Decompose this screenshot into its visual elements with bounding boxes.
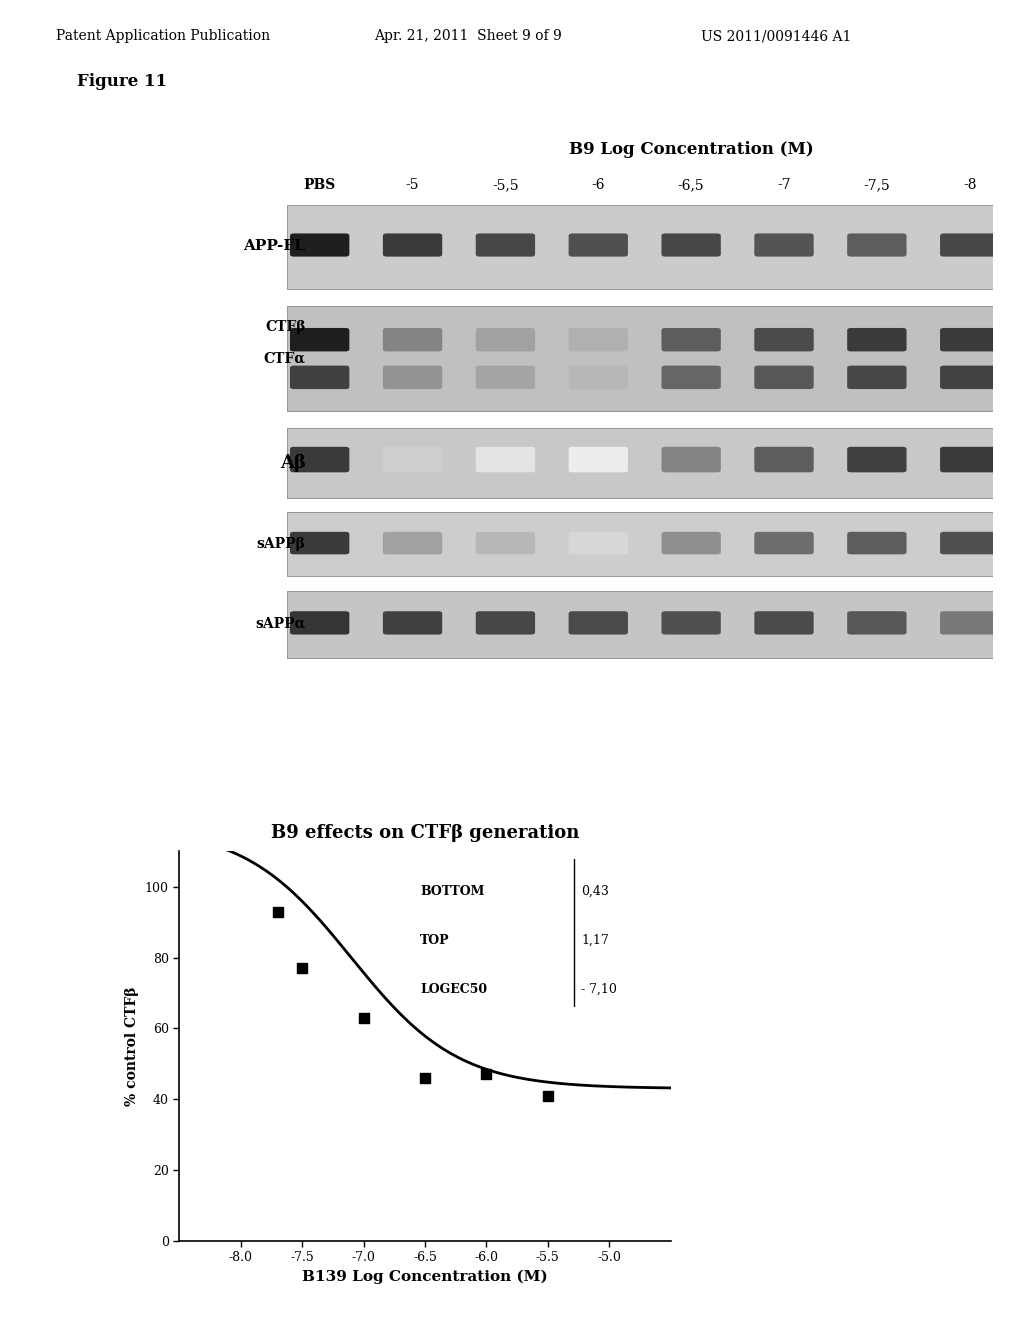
FancyBboxPatch shape xyxy=(568,532,628,554)
Bar xyxy=(287,428,1002,498)
Text: APP-FL: APP-FL xyxy=(244,239,305,253)
FancyBboxPatch shape xyxy=(476,532,536,554)
FancyBboxPatch shape xyxy=(662,532,721,554)
FancyBboxPatch shape xyxy=(383,327,442,351)
Point xyxy=(294,958,310,979)
Text: -8: -8 xyxy=(963,178,977,193)
Text: US 2011/0091446 A1: US 2011/0091446 A1 xyxy=(701,29,852,44)
FancyBboxPatch shape xyxy=(568,446,628,473)
FancyBboxPatch shape xyxy=(383,532,442,554)
FancyBboxPatch shape xyxy=(847,366,906,389)
FancyBboxPatch shape xyxy=(662,327,721,351)
Point xyxy=(417,1068,433,1089)
Text: -5: -5 xyxy=(406,178,419,193)
FancyBboxPatch shape xyxy=(940,611,999,635)
FancyBboxPatch shape xyxy=(476,234,536,256)
Text: PBS: PBS xyxy=(303,178,336,193)
Bar xyxy=(287,306,1002,411)
Text: CTFα: CTFα xyxy=(263,351,305,366)
Point xyxy=(540,1085,556,1106)
Title: B9 effects on CTFβ generation: B9 effects on CTFβ generation xyxy=(270,824,580,842)
FancyBboxPatch shape xyxy=(383,611,442,635)
FancyBboxPatch shape xyxy=(755,366,814,389)
FancyBboxPatch shape xyxy=(568,327,628,351)
Text: Figure 11: Figure 11 xyxy=(77,73,167,90)
Text: Aβ: Aβ xyxy=(280,454,305,473)
FancyBboxPatch shape xyxy=(383,366,442,389)
Text: Apr. 21, 2011  Sheet 9 of 9: Apr. 21, 2011 Sheet 9 of 9 xyxy=(374,29,561,44)
FancyBboxPatch shape xyxy=(662,366,721,389)
FancyBboxPatch shape xyxy=(940,366,999,389)
FancyBboxPatch shape xyxy=(940,327,999,351)
Text: sAPPα: sAPPα xyxy=(255,616,305,631)
FancyBboxPatch shape xyxy=(662,234,721,256)
Text: -5,5: -5,5 xyxy=(493,178,519,193)
FancyBboxPatch shape xyxy=(847,611,906,635)
X-axis label: B139 Log Concentration (M): B139 Log Concentration (M) xyxy=(302,1270,548,1284)
Text: -6,5: -6,5 xyxy=(678,178,705,193)
Text: Patent Application Publication: Patent Application Publication xyxy=(56,29,270,44)
Point xyxy=(355,1007,372,1028)
Text: sAPPβ: sAPPβ xyxy=(257,537,305,552)
FancyBboxPatch shape xyxy=(847,446,906,473)
FancyBboxPatch shape xyxy=(568,611,628,635)
Text: -7: -7 xyxy=(777,178,791,193)
Bar xyxy=(287,591,1002,657)
FancyBboxPatch shape xyxy=(290,327,349,351)
FancyBboxPatch shape xyxy=(755,446,814,473)
FancyBboxPatch shape xyxy=(847,234,906,256)
Bar xyxy=(287,512,1002,577)
Y-axis label: % control CTFβ: % control CTFβ xyxy=(125,986,139,1106)
FancyBboxPatch shape xyxy=(290,366,349,389)
FancyBboxPatch shape xyxy=(568,234,628,256)
FancyBboxPatch shape xyxy=(662,611,721,635)
FancyBboxPatch shape xyxy=(290,446,349,473)
FancyBboxPatch shape xyxy=(755,327,814,351)
Bar xyxy=(287,205,1002,289)
FancyBboxPatch shape xyxy=(662,446,721,473)
Point xyxy=(478,1064,495,1085)
FancyBboxPatch shape xyxy=(568,366,628,389)
FancyBboxPatch shape xyxy=(290,532,349,554)
FancyBboxPatch shape xyxy=(290,234,349,256)
Text: -6: -6 xyxy=(592,178,605,193)
FancyBboxPatch shape xyxy=(290,611,349,635)
FancyBboxPatch shape xyxy=(755,234,814,256)
FancyBboxPatch shape xyxy=(940,532,999,554)
Text: -7,5: -7,5 xyxy=(863,178,890,193)
FancyBboxPatch shape xyxy=(476,366,536,389)
FancyBboxPatch shape xyxy=(383,234,442,256)
FancyBboxPatch shape xyxy=(940,234,999,256)
FancyBboxPatch shape xyxy=(476,327,536,351)
FancyBboxPatch shape xyxy=(847,532,906,554)
Text: B9 Log Concentration (M): B9 Log Concentration (M) xyxy=(568,141,813,157)
FancyBboxPatch shape xyxy=(383,446,442,473)
FancyBboxPatch shape xyxy=(755,532,814,554)
FancyBboxPatch shape xyxy=(940,446,999,473)
Text: CTFβ: CTFβ xyxy=(265,319,305,334)
FancyBboxPatch shape xyxy=(755,611,814,635)
FancyBboxPatch shape xyxy=(847,327,906,351)
FancyBboxPatch shape xyxy=(476,611,536,635)
Point xyxy=(269,902,286,923)
FancyBboxPatch shape xyxy=(476,446,536,473)
